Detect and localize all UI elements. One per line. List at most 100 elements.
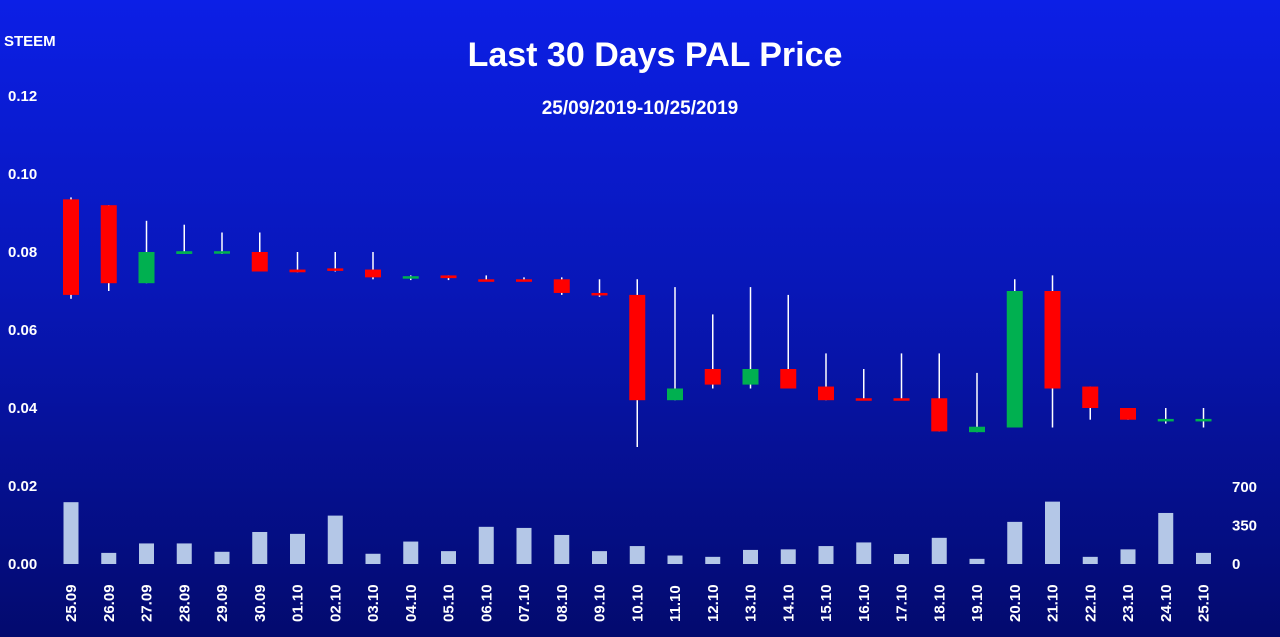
candles xyxy=(63,197,1212,447)
volume-tick-label: 700 xyxy=(1232,479,1257,496)
y-axis-unit-label: STEEM xyxy=(4,33,56,50)
chart-subtitle: 25/09/2019-10/25/2019 xyxy=(542,98,739,119)
date-tick-label: 28.09 xyxy=(176,584,193,622)
candle-body xyxy=(100,205,117,284)
candle xyxy=(855,369,872,401)
date-tick-label: 03.10 xyxy=(365,584,382,622)
volume-bar xyxy=(969,558,985,564)
candle xyxy=(553,277,570,295)
candle-body xyxy=(553,279,570,293)
date-tick-label: 13.10 xyxy=(743,584,760,622)
candle-body xyxy=(440,275,457,279)
date-tick-label: 22.10 xyxy=(1082,584,1099,622)
date-tick-label: 20.10 xyxy=(1007,584,1024,622)
volume-bar xyxy=(1082,556,1098,564)
candle-body xyxy=(893,398,910,401)
candle xyxy=(214,232,230,254)
price-tick-label: 0.08 xyxy=(8,244,37,261)
candle-body xyxy=(1082,386,1099,408)
date-tick-label: 29.09 xyxy=(214,584,231,622)
date-tick-label: 07.10 xyxy=(516,584,533,622)
date-tick-label: 16.10 xyxy=(856,584,873,622)
candle xyxy=(893,353,910,401)
volume-bar xyxy=(780,549,796,564)
candle-body xyxy=(780,369,797,389)
volume-bar xyxy=(176,543,192,564)
candle xyxy=(1157,408,1174,424)
candle-body xyxy=(591,292,608,296)
price-tick-label: 0.12 xyxy=(8,88,37,105)
candle xyxy=(138,220,155,284)
date-tick-label: 19.10 xyxy=(969,584,986,622)
date-tick-label: 30.09 xyxy=(252,584,269,622)
volume-bar xyxy=(592,551,607,564)
date-tick-label: 01.10 xyxy=(290,584,307,622)
price-axis: 0.12 0.10 0.08 0.06 0.04 0.02 0.00 xyxy=(8,88,38,573)
volume-bar xyxy=(856,542,872,564)
volume-bar xyxy=(327,515,343,564)
candle xyxy=(63,197,79,299)
volume-bar xyxy=(629,546,645,564)
volume-bar xyxy=(1158,512,1174,564)
volume-axis: 700 350 0 xyxy=(1232,479,1257,573)
volume-bar xyxy=(101,552,117,564)
candle-body xyxy=(1157,418,1174,422)
date-tick-label: 18.10 xyxy=(931,584,948,622)
price-tick-label: 0.02 xyxy=(8,478,37,495)
volume-bar xyxy=(554,534,570,564)
price-tick-label: 0.06 xyxy=(8,322,37,339)
date-tick-label: 14.10 xyxy=(780,584,797,622)
date-tick-label: 24.10 xyxy=(1158,584,1175,622)
candle-body xyxy=(629,294,646,401)
volume-bar xyxy=(1045,501,1060,564)
candle xyxy=(402,275,419,281)
date-tick-label: 25.10 xyxy=(1196,584,1213,622)
price-tick-label: 0.00 xyxy=(8,556,37,573)
volume-bar xyxy=(818,546,834,564)
candle-body xyxy=(742,369,759,385)
volume-bar xyxy=(214,551,230,564)
candle xyxy=(1120,408,1136,420)
date-tick-label: 06.10 xyxy=(478,584,495,622)
volume-bar xyxy=(894,553,909,564)
candle-body xyxy=(516,279,532,282)
volume-bar xyxy=(139,543,154,564)
volume-bar xyxy=(1196,552,1211,564)
candle xyxy=(704,314,721,389)
volume-bar xyxy=(1120,549,1136,564)
volume-bar xyxy=(252,531,268,564)
price-tick-label: 0.04 xyxy=(8,400,38,417)
date-tick-label: 26.09 xyxy=(101,584,118,622)
volume-bar xyxy=(931,537,947,564)
candle xyxy=(440,275,457,281)
candle-body xyxy=(176,251,193,254)
date-tick-label: 11.10 xyxy=(667,585,684,622)
date-tick-label: 21.10 xyxy=(1045,584,1062,622)
volume-bar xyxy=(516,527,532,564)
candle-body xyxy=(1044,291,1061,389)
candle-body xyxy=(1006,291,1023,428)
volume-bar xyxy=(441,551,456,564)
date-tick-label: 02.10 xyxy=(327,584,344,622)
date-tick-label: 12.10 xyxy=(705,584,722,622)
volume-bar xyxy=(705,556,721,564)
candle xyxy=(931,353,948,432)
candle xyxy=(289,252,306,273)
candle xyxy=(365,252,381,280)
candle-body xyxy=(855,398,872,401)
volume-bar xyxy=(1007,521,1023,564)
candle-body xyxy=(818,386,834,401)
date-tick-label: 25.09 xyxy=(63,584,80,622)
candle xyxy=(478,275,495,282)
chart-title: Last 30 Days PAL Price xyxy=(468,36,843,74)
candle-body xyxy=(704,369,721,385)
candle xyxy=(969,372,985,433)
volume-bar xyxy=(365,553,381,564)
date-tick-label: 09.10 xyxy=(592,584,609,622)
volume-bar xyxy=(667,555,683,564)
date-tick-label: 15.10 xyxy=(818,584,835,622)
volume-bar xyxy=(478,526,494,564)
candle xyxy=(327,252,344,272)
candle xyxy=(1006,279,1023,428)
